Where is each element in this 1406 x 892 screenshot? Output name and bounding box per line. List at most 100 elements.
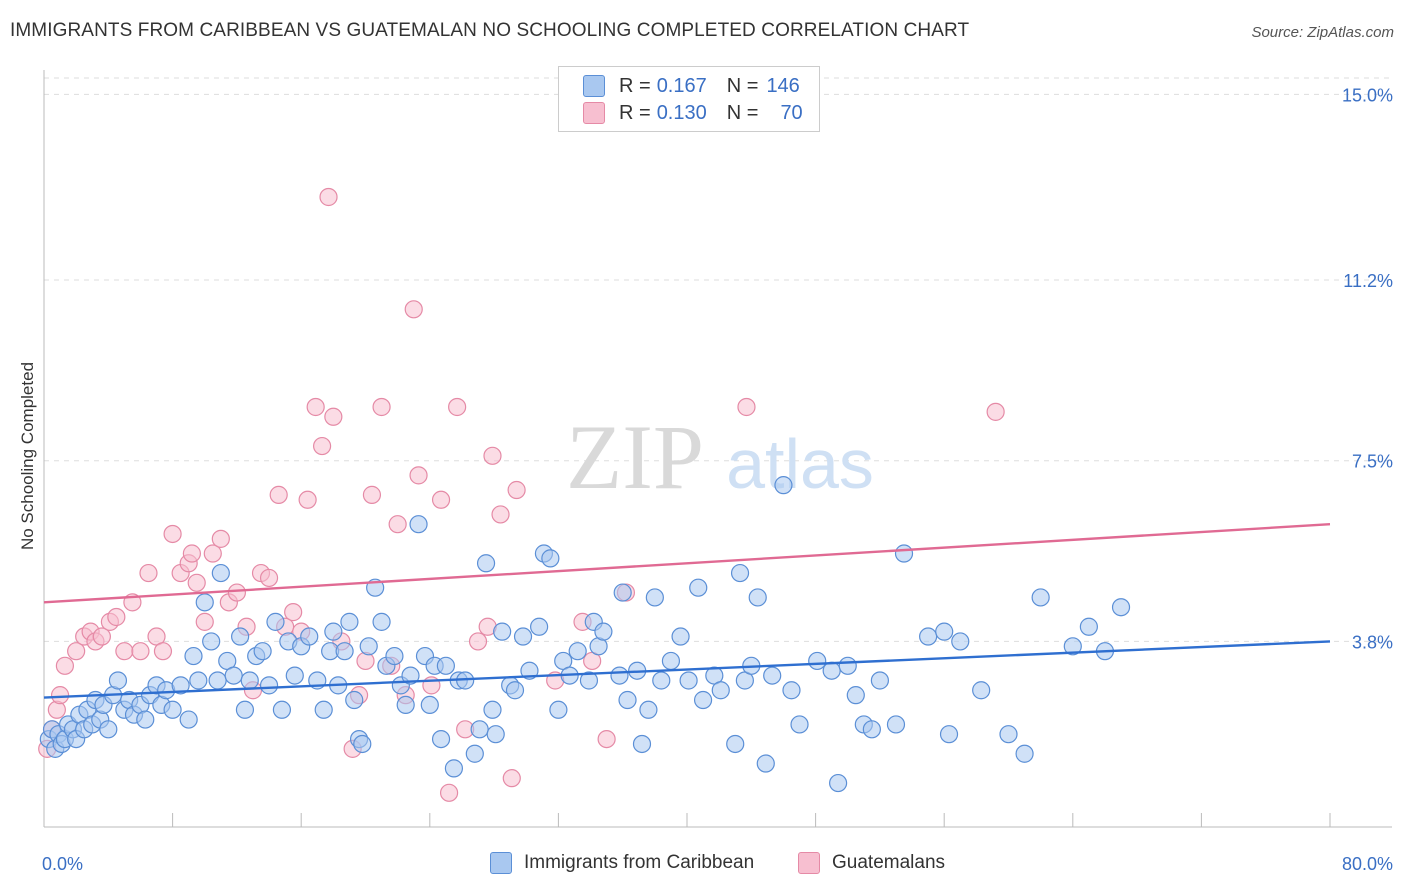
caribbean-point (689, 578, 708, 597)
guatemalans-point (187, 573, 206, 592)
guatemalans-point (502, 769, 521, 788)
caribbean-point (748, 588, 767, 607)
caribbean-point (951, 632, 970, 651)
caribbean-point (730, 563, 750, 583)
caribbean-point (613, 583, 632, 602)
axes (43, 70, 1392, 828)
caribbean-point (763, 666, 782, 685)
guatemalans-point (50, 686, 70, 705)
caribbean-point (240, 671, 259, 690)
guatemalans-point (306, 397, 325, 417)
caribbean-point (693, 690, 713, 710)
caribbean-point (520, 661, 539, 680)
caribbean-point (385, 646, 404, 666)
caribbean-point (505, 681, 525, 700)
caribbean-point (189, 671, 208, 690)
caribbean-point (939, 725, 959, 744)
caribbean-points (39, 476, 1131, 793)
caribbean-point (661, 651, 681, 671)
guatemalans-point (284, 603, 303, 622)
tick-labels: 3.8% 7.5% 11.2% 15.0% 0.0% 80.0% (42, 85, 1393, 874)
legend-swatch-blue (490, 852, 512, 874)
caribbean-point (444, 759, 464, 778)
caribbean-point (211, 563, 230, 583)
caribbean-point (163, 700, 182, 719)
caribbean-point (195, 593, 214, 612)
caribbean-point (431, 729, 451, 749)
caribbean-point (822, 661, 841, 680)
guatemalans-point (404, 300, 423, 319)
watermark-atlas: atlas (726, 425, 874, 503)
legend-n-label: N = (726, 101, 759, 124)
x-tick-label-min: 0.0% (42, 854, 83, 874)
caribbean-point (202, 632, 221, 651)
caribbean-point (1015, 744, 1034, 763)
guatemalans-point (372, 397, 391, 417)
caribbean-point (774, 476, 793, 495)
caribbean-point (231, 627, 250, 646)
caribbean-point (568, 642, 587, 661)
caribbean-point (1111, 598, 1131, 617)
guatemalans-point (47, 700, 66, 719)
caribbean-point (679, 671, 698, 690)
caribbean-point (285, 666, 304, 685)
caribbean-point (671, 627, 690, 646)
guatemalans-point (259, 568, 279, 588)
caribbean-point (401, 666, 420, 685)
caribbean-point (1079, 617, 1098, 636)
watermark: ZIP atlas (566, 406, 874, 508)
caribbean-point (541, 549, 560, 568)
legend-r-label: R = (619, 101, 651, 124)
guatemalans-point (153, 642, 173, 661)
legend-swatch-blue (583, 75, 605, 97)
guatemalans-point (468, 632, 488, 651)
caribbean-point (359, 637, 378, 656)
watermark-zip: ZIP (566, 406, 704, 508)
caribbean-point (353, 734, 372, 754)
caribbean-point (345, 690, 364, 710)
guatemalans-point (439, 783, 459, 802)
caribbean-point (726, 734, 745, 754)
y-tick-label: 15.0% (1342, 85, 1393, 105)
caribbean-point (493, 622, 512, 641)
source-label: Source: ZipAtlas.com (1251, 24, 1394, 41)
caribbean-point (253, 642, 272, 661)
guatemalans-point (362, 485, 382, 504)
guatemalans-trend-line (43, 523, 1331, 604)
caribbean-point (645, 588, 664, 607)
caribbean-point (711, 681, 730, 700)
caribbean-point (436, 656, 455, 675)
guatemalans-point (298, 490, 317, 509)
caribbean-point (266, 612, 285, 631)
caribbean-point (171, 676, 190, 695)
guatemalans-point (195, 612, 214, 631)
x-tick-label-max: 80.0% (1342, 854, 1393, 874)
y-axis-label: No Schooling Completed (18, 361, 37, 551)
legend-row-caribbean: R = 0.167 N = 146 (583, 73, 800, 99)
guatemalans-point (92, 627, 111, 646)
caribbean-point (756, 754, 775, 773)
y-tick-label: 7.5% (1352, 452, 1393, 472)
caribbean-point (808, 651, 827, 671)
guatemalans-point (55, 656, 74, 675)
caribbean-point (300, 627, 319, 646)
caribbean-point (549, 700, 568, 719)
guatemalans-point (269, 485, 288, 504)
caribbean-point (999, 725, 1018, 744)
legend-r-value: 0.130 (656, 101, 707, 124)
caribbean-point (618, 690, 637, 710)
caribbean-point (862, 720, 881, 739)
guatemalans-point (115, 642, 134, 661)
caribbean-point (476, 554, 496, 573)
guatemalans-point (507, 480, 526, 500)
caribbean-point (409, 515, 428, 534)
guatemalans-point (211, 529, 230, 548)
legend-r-label: R = (619, 74, 651, 97)
caribbean-point (972, 681, 991, 700)
guatemalans-point (483, 446, 502, 465)
caribbean-point (632, 734, 652, 754)
guatemalans-point (107, 607, 126, 627)
legend-swatch-pink (583, 102, 605, 124)
caribbean-point (470, 720, 489, 739)
